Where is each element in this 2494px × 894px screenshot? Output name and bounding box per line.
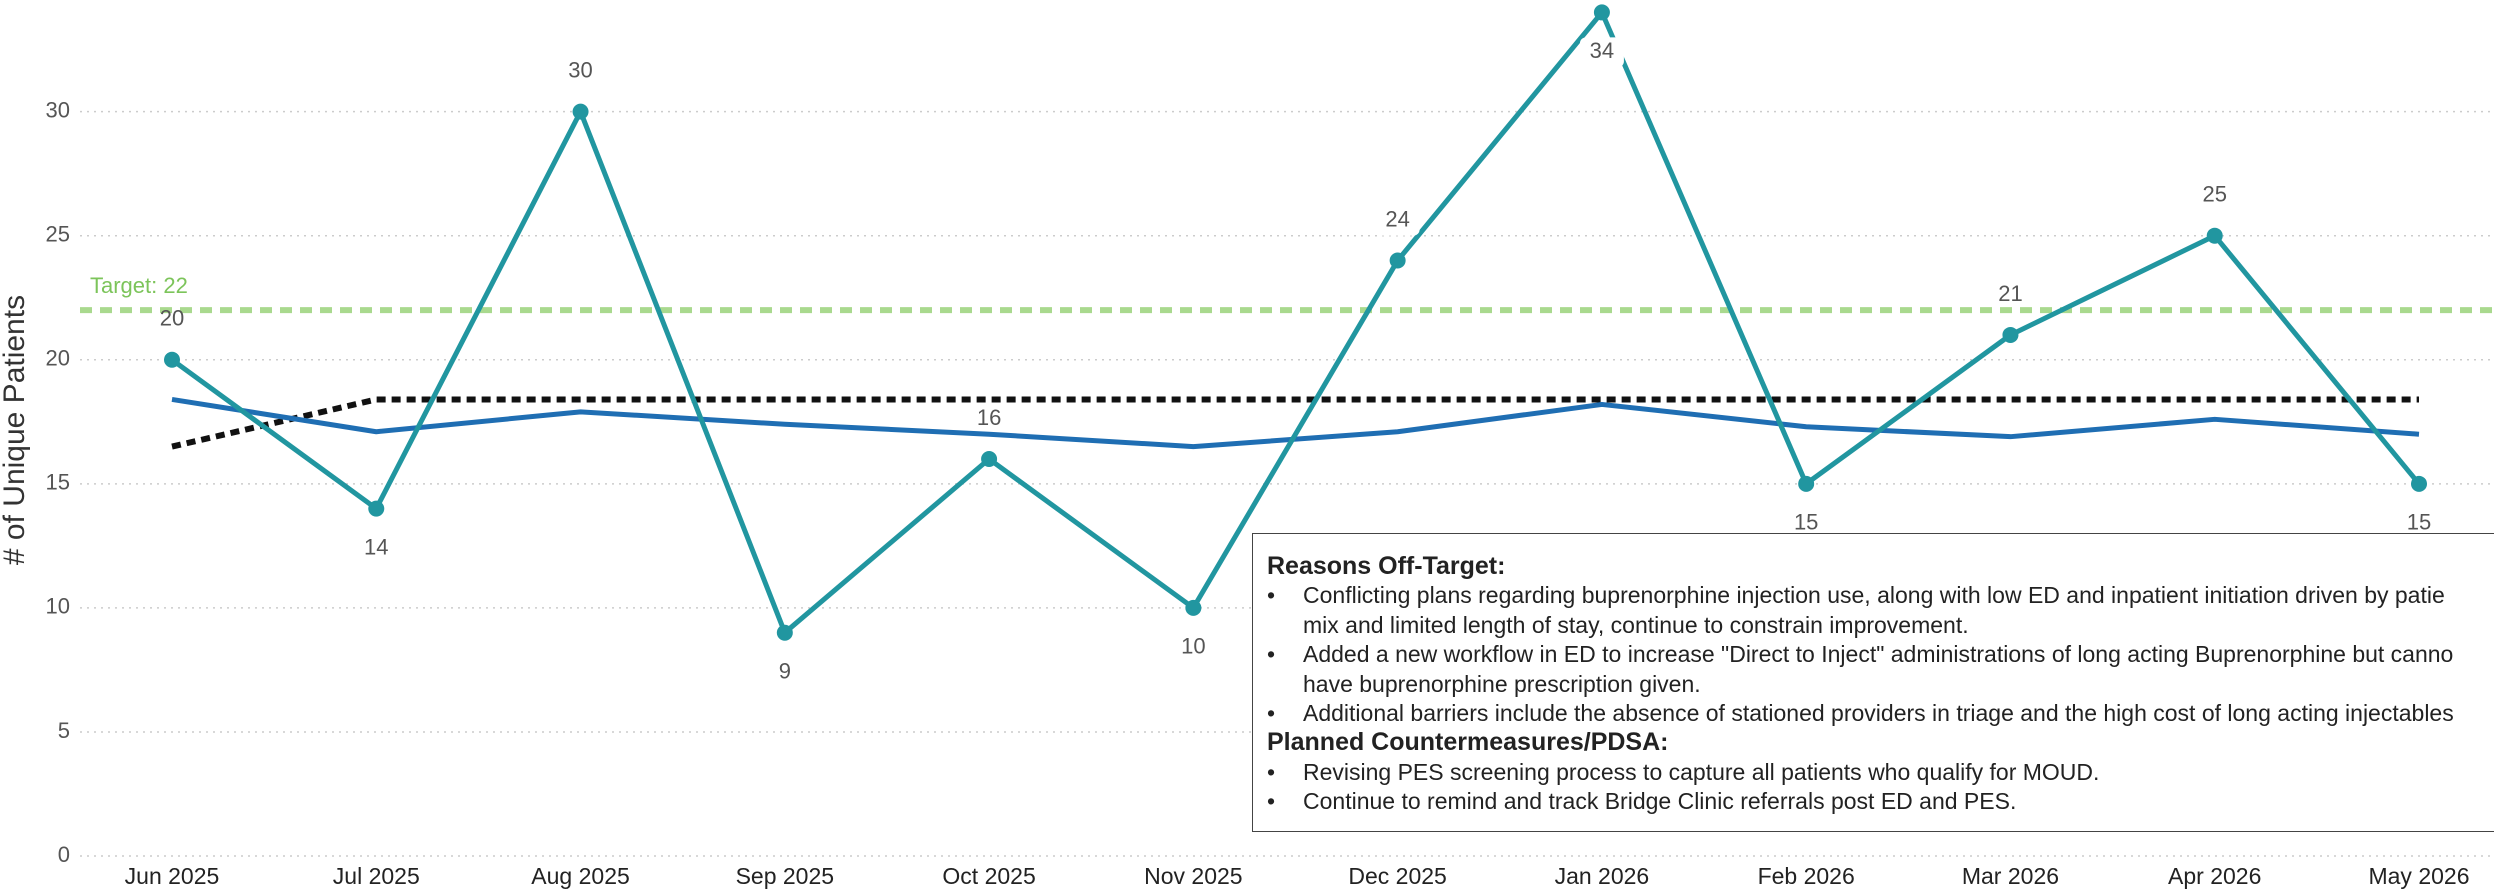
note-line: Additional barriers include the absence … [1303, 700, 2454, 727]
series-line [170, 9, 2421, 636]
x-tick-label: Dec 2025 [1348, 863, 1446, 889]
data-label: 9 [779, 659, 791, 684]
note-line: Revising PES screening process to captur… [1303, 758, 2100, 785]
data-label: 21 [1998, 281, 2022, 306]
y-tick-label: 15 [46, 470, 70, 495]
x-tick-label: May 2026 [2368, 863, 2469, 889]
note-item: Revising PES screening process to captur… [1267, 758, 2494, 788]
x-tick-label: Nov 2025 [1144, 863, 1242, 889]
data-label: 30 [568, 57, 592, 82]
series-line [171, 396, 2419, 450]
note-line: Added a new workflow in ED to increase "… [1303, 641, 2454, 668]
point [2206, 227, 2223, 244]
y-tick-label: 5 [58, 718, 70, 743]
note-item: Added a new workflow in ED to increase "… [1267, 640, 2494, 699]
note-heading: Reasons Off-Target: [1267, 552, 1506, 580]
x-tick-label: Apr 2026 [2168, 863, 2261, 889]
series-line [171, 396, 2420, 450]
label-bg [2192, 180, 2237, 211]
data-label: 20 [160, 306, 184, 331]
data-label: 15 [1794, 510, 1818, 535]
x-tick-label: Jul 2025 [333, 863, 420, 889]
point [572, 103, 589, 120]
point [1593, 4, 1610, 21]
x-tick-label: Feb 2026 [1758, 863, 1855, 889]
note-item: Continue to remind and track Bridge Clin… [1267, 787, 2494, 817]
x-tick-label: Mar 2026 [1962, 863, 2059, 889]
data-label: 16 [977, 405, 1001, 430]
point [368, 500, 385, 517]
data-label: 25 [2202, 182, 2226, 207]
note-heading: Planned Countermeasures/PDSA: [1267, 728, 1669, 757]
point [1185, 599, 1202, 616]
note-box: Reasons Off-Target:Conflicting plans reg… [1252, 533, 2494, 832]
data-label: 15 [2407, 510, 2431, 535]
y-tick-label: 10 [46, 594, 70, 619]
note-item: Conflicting plans regarding buprenorphin… [1267, 581, 2494, 640]
note-line: Conflicting plans regarding buprenorphin… [1303, 582, 2445, 609]
x-tick-label: Jun 2025 [125, 863, 220, 889]
point [164, 351, 180, 368]
data-label: 24 [1385, 206, 1409, 231]
note-item: Additional barriers include the absence … [1267, 699, 2494, 729]
note-line: have buprenorphine prescription given. [1303, 670, 1701, 697]
data-label: 34 [1590, 38, 1614, 63]
y-tick-label: 20 [46, 346, 70, 371]
point [1798, 475, 1815, 492]
point [776, 624, 793, 641]
point [1389, 252, 1406, 269]
note-line: Continue to remind and track Bridge Clin… [1303, 788, 2017, 815]
target-label: Target: 22 [90, 273, 188, 298]
x-tick-label: Sep 2025 [736, 863, 834, 889]
point [2002, 326, 2019, 343]
data-label: 10 [1181, 634, 1205, 659]
note-line: mix and limited length of stay, continue… [1303, 611, 1969, 638]
x-tick-label: Jan 2026 [1555, 863, 1650, 889]
point [981, 451, 998, 468]
label-bg [1579, 37, 1624, 68]
label-bg [1375, 205, 1420, 236]
y-tick-label: 30 [46, 97, 70, 122]
y-tick-label: 0 [58, 842, 70, 867]
x-tick-label: Oct 2025 [942, 863, 1035, 889]
data-label: 14 [364, 534, 388, 559]
x-tick-label: Aug 2025 [531, 863, 629, 889]
y-tick-label: 25 [46, 222, 70, 247]
y-axis-label: # of Unique Patients [0, 295, 31, 565]
point [2411, 475, 2427, 492]
